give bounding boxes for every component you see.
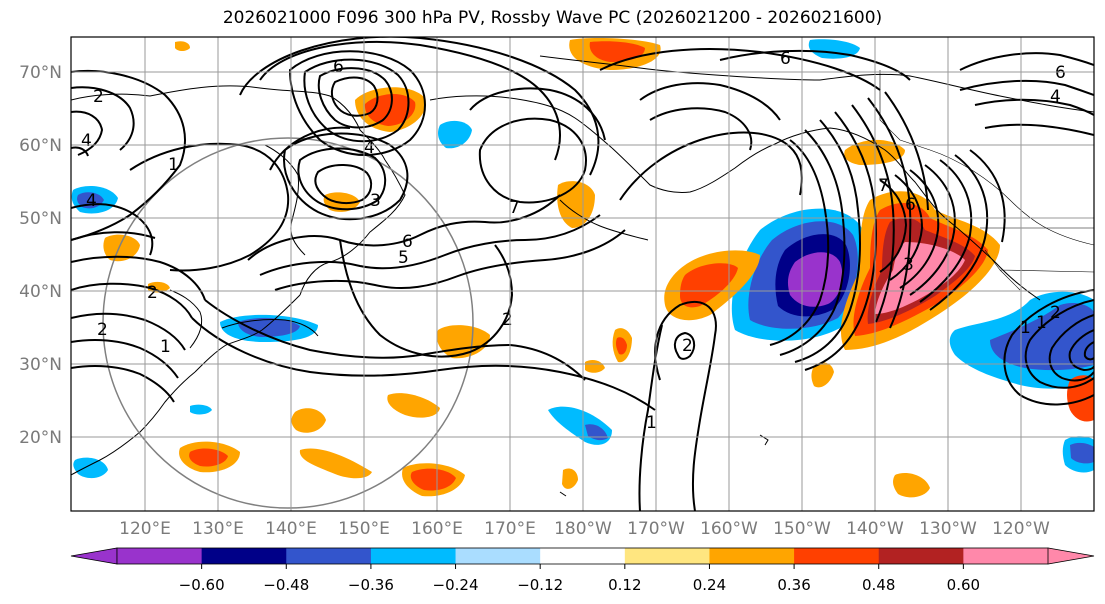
colorbar-cells <box>117 548 1049 564</box>
lon-label: 120°W <box>992 519 1050 539</box>
lat-label: 40°N <box>19 282 62 302</box>
lon-label: 160°W <box>700 519 758 539</box>
lon-label: 130°E <box>192 519 244 539</box>
colorbar-tick-label: 0.60 <box>947 576 980 594</box>
contour-label: 3 <box>370 191 381 211</box>
contour-label: 6 <box>780 49 791 69</box>
longitude-labels: 120°E 130°E 140°E 150°E 160°E 170°E 180°… <box>119 519 1050 539</box>
lon-label: 140°E <box>265 519 317 539</box>
contour-label: 1 <box>1036 313 1047 333</box>
contour-label: 2 <box>1050 303 1061 323</box>
lon-label: 150°E <box>338 519 390 539</box>
contour-label: 1 <box>646 413 657 433</box>
contour-label: 1 <box>160 337 171 357</box>
colorbar-tick-label: −0.48 <box>263 576 309 594</box>
latitude-labels: 70°N 60°N 50°N 40°N 30°N 20°N <box>19 63 62 448</box>
lat-label: 30°N <box>19 355 62 375</box>
contour-label: 2 <box>97 320 108 340</box>
lat-label: 50°N <box>19 209 62 229</box>
contour-label: 3 <box>903 255 914 275</box>
colorbar-tick-label: −0.36 <box>348 576 394 594</box>
contour-label: 2 <box>147 283 158 303</box>
lon-label: 150°W <box>773 519 831 539</box>
colorbar-frame <box>116 547 1049 565</box>
colorbar-tick-label: 0.12 <box>608 576 641 594</box>
contour-label: 4 <box>81 131 92 151</box>
colorbar-cell <box>540 548 626 564</box>
colorbar-tick-label: −0.12 <box>517 576 563 594</box>
contour-label: 4 <box>364 138 375 158</box>
contour-label: 4 <box>1050 87 1061 107</box>
contour-label: 4 <box>86 191 97 211</box>
contour-label: 6 <box>1055 63 1066 83</box>
colorbar-under-arrow <box>70 547 118 565</box>
colorbar-tick-label: 0.24 <box>693 576 726 594</box>
colorbar-cell <box>794 548 880 564</box>
colorbar-cell <box>624 548 710 564</box>
lon-label: 170°W <box>627 519 685 539</box>
colorbar-cell <box>709 548 795 564</box>
map-panel: 2 2 2 1 1 4 4 6 4 3 5 6 7 2 2 1 6 4 6 7 <box>19 36 1095 539</box>
lat-label: 20°N <box>19 428 62 448</box>
colorbar-cell <box>286 548 372 564</box>
contour-label: 1 <box>1020 318 1031 338</box>
lon-label: 170°E <box>484 519 536 539</box>
contour-label: 2 <box>93 87 104 107</box>
coastlines <box>71 55 1094 497</box>
contour-label: 6 <box>905 195 916 215</box>
contour-label: 2 <box>682 336 693 356</box>
contour-label: 7 <box>509 198 520 218</box>
contour-label: 7 <box>878 176 889 196</box>
contour-label: 2 <box>502 310 513 330</box>
contour-label: 6 <box>402 232 413 252</box>
lat-label: 70°N <box>19 63 62 83</box>
colorbar-cell <box>878 548 964 564</box>
lon-label: 130°W <box>919 519 977 539</box>
contour-labels: 2 2 2 1 1 4 4 6 4 3 5 6 7 2 2 1 6 4 6 7 <box>81 49 1066 433</box>
lon-label: 140°W <box>846 519 904 539</box>
lon-label: 180°W <box>554 519 612 539</box>
colorbar-cell <box>117 548 203 564</box>
map-title: 2026021000 F096 300 hPa PV, Rossby Wave … <box>222 8 883 28</box>
lon-label: 120°E <box>119 519 171 539</box>
colorbar-cell <box>370 548 457 564</box>
lon-label: 160°E <box>411 519 463 539</box>
colorbar-cell <box>963 548 1049 564</box>
lat-label: 60°N <box>19 136 62 156</box>
colorbar-tick-label: −0.60 <box>179 576 225 594</box>
contour-label: 6 <box>333 57 344 77</box>
colorbar: −0.60 −0.48 −0.36 −0.24 −0.12 0.12 0.24 0.36 0.4… <box>70 547 1095 594</box>
colorbar-tick-label: −0.24 <box>433 576 479 594</box>
colorbar-cell <box>455 548 541 564</box>
contour-label: 5 <box>398 248 409 268</box>
gridlines <box>71 37 1094 511</box>
colorbar-ticks: −0.60 −0.48 −0.36 −0.24 −0.12 0.12 0.24 0.36 0.4… <box>179 564 980 594</box>
colorbar-over-arrow <box>1047 547 1095 565</box>
rossby-wave-circle <box>102 137 474 509</box>
map-frame <box>70 36 1095 512</box>
pv-contours <box>71 37 1094 511</box>
colorbar-cell <box>201 548 287 564</box>
contour-label: 1 <box>168 155 179 175</box>
colorbar-tick-label: 0.48 <box>862 576 895 594</box>
colorbar-tick-label: 0.36 <box>777 576 810 594</box>
